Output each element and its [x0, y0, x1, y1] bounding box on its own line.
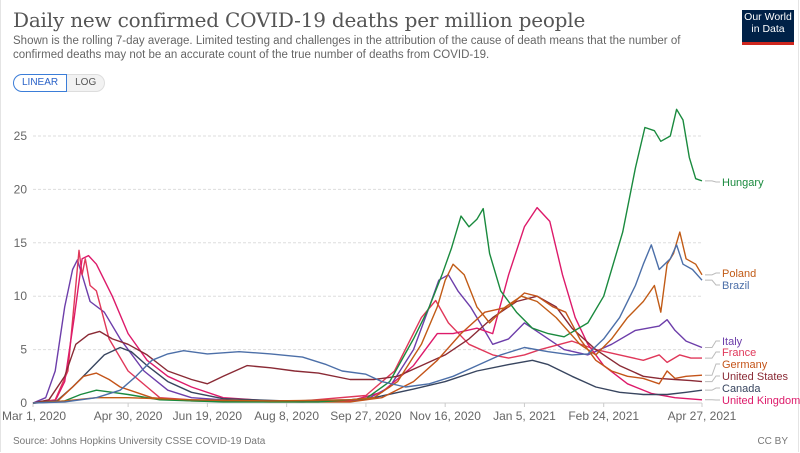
legend-label-germany[interactable]: Germany — [722, 359, 768, 371]
legend-connector — [705, 272, 720, 276]
legend-connector — [705, 363, 720, 376]
x-tick-label: Mar 1, 2020 — [2, 409, 66, 423]
legend-connector — [705, 279, 720, 286]
legend-label-italy[interactable]: Italy — [722, 336, 743, 348]
series-line-united-kingdom[interactable] — [32, 206, 703, 404]
legend-connector — [705, 351, 720, 359]
chart-subtitle: Shown is the rolling 7-day average. Limi… — [13, 35, 681, 61]
legend-connector — [705, 375, 720, 383]
series-line-france[interactable] — [32, 249, 702, 404]
legend-connector — [705, 387, 720, 391]
legend-connector — [705, 340, 720, 348]
legend-label-united-kingdom[interactable]: United Kingdom — [722, 395, 800, 407]
linear-scale-button[interactable]: LINEAR — [13, 74, 68, 92]
logo-line-1: Our World — [744, 11, 792, 23]
legend-label-poland[interactable]: Poland — [722, 268, 756, 280]
y-tick-label: 20 — [14, 182, 28, 196]
y-axis: 0 5 10 15 20 25 — [14, 129, 28, 410]
x-tick-label: Sep 27, 2020 — [330, 409, 402, 423]
log-scale-button[interactable]: LOG — [67, 74, 106, 92]
y-tick-label: 5 — [20, 343, 27, 357]
legend-label-brazil[interactable]: Brazil — [722, 280, 750, 292]
legend-label-united-states[interactable]: United States — [722, 371, 789, 383]
owid-logo[interactable]: Our World in Data — [742, 10, 794, 45]
y-tick-label: 15 — [14, 236, 28, 250]
legend: HungaryPolandBrazilItalyFranceGermanyUni… — [705, 177, 800, 407]
gridlines — [33, 135, 702, 404]
x-tick-label: Jun 19, 2020 — [173, 409, 243, 423]
x-tick-label: Jan 5, 2021 — [493, 409, 556, 423]
series-line-brazil[interactable] — [32, 244, 703, 404]
x-axis: Mar 1, 2020 Apr 30, 2020 Jun 19, 2020 Aug 8… — [2, 403, 737, 423]
series-line-italy[interactable] — [32, 259, 703, 404]
y-tick-label: 0 — [20, 396, 27, 410]
x-tick-label: Aug 8, 2020 — [254, 409, 319, 423]
series-lines — [32, 108, 703, 404]
legend-label-hungary[interactable]: Hungary — [722, 177, 764, 189]
x-tick-label: Feb 24, 2021 — [568, 409, 639, 423]
series-line-poland[interactable] — [32, 231, 703, 404]
series-line-united-states[interactable] — [32, 295, 703, 404]
logo-line-2: in Data — [751, 22, 785, 35]
series-line-hungary[interactable] — [32, 108, 703, 404]
x-tick-label: Apr 27, 2021 — [668, 409, 737, 423]
series-line-germany[interactable] — [32, 292, 703, 404]
scale-toggle: LINEAR LOG — [13, 74, 106, 92]
license-label[interactable]: CC BY — [757, 436, 788, 447]
legend-label-canada[interactable]: Canada — [722, 383, 761, 395]
source-note[interactable]: Source: Johns Hopkins University CSSE CO… — [13, 436, 266, 447]
x-tick-label: Nov 16, 2020 — [409, 409, 481, 423]
legend-label-france[interactable]: France — [722, 347, 756, 359]
y-tick-label: 25 — [14, 129, 28, 143]
legend-connector — [705, 180, 720, 183]
x-tick-label: Apr 30, 2020 — [94, 409, 163, 423]
y-tick-label: 10 — [14, 289, 28, 303]
chart-title: Daily new confirmed COVID-19 deaths per … — [13, 8, 586, 32]
